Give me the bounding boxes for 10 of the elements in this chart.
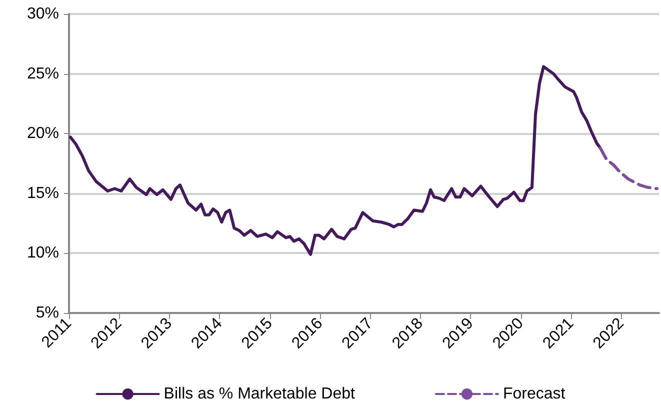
y-tick-label: 10% xyxy=(26,244,59,262)
y-tick-label: 30% xyxy=(26,6,59,22)
legend-label: Forecast xyxy=(502,386,566,402)
line-series xyxy=(598,146,658,190)
y-tick-label: 20% xyxy=(26,125,59,142)
y-tick-label: 15% xyxy=(26,184,59,202)
line-series xyxy=(69,65,602,256)
y-tick-label: 25% xyxy=(26,65,59,82)
legend-label: Bills as % Marketable Debt xyxy=(164,386,356,402)
y-tick-label: 5% xyxy=(36,304,59,322)
